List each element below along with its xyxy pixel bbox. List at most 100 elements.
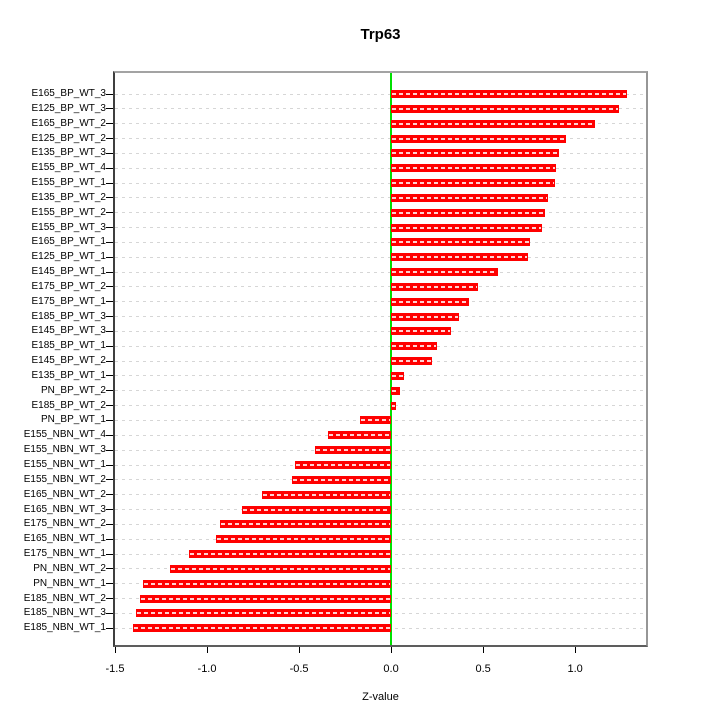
bar-dash-pattern xyxy=(221,523,391,526)
y-axis-tick xyxy=(106,93,113,95)
bar-dash-pattern xyxy=(392,226,541,229)
y-axis-label: E125_BP_WT_2 xyxy=(31,132,107,144)
bar xyxy=(391,223,542,232)
bar xyxy=(314,446,392,455)
y-axis-label: E155_BP_WT_2 xyxy=(31,206,107,218)
gridline xyxy=(115,108,646,110)
bar xyxy=(136,609,392,618)
y-axis-tick xyxy=(106,568,113,570)
y-axis-tick xyxy=(106,167,113,169)
bar xyxy=(133,624,392,633)
bar xyxy=(241,505,392,514)
bar xyxy=(391,90,627,98)
y-axis-tick xyxy=(106,182,113,184)
y-axis-tick xyxy=(106,286,113,288)
y-axis-tick xyxy=(106,271,113,273)
y-axis-tick xyxy=(106,479,113,481)
gridline xyxy=(115,227,646,229)
y-axis-tick xyxy=(106,598,113,600)
y-axis-tick xyxy=(106,256,113,258)
y-axis-label: E165_BP_WT_2 xyxy=(31,117,107,129)
bar xyxy=(391,312,459,321)
gridline xyxy=(115,345,646,347)
x-axis-tick-label: -1.5 xyxy=(105,663,125,675)
y-axis-label: E185_BP_WT_1 xyxy=(31,340,107,352)
y-axis-tick xyxy=(106,449,113,451)
x-axis-title: Z-value xyxy=(362,691,399,703)
y-axis-label: E165_NBN_WT_3 xyxy=(23,503,106,515)
y-axis-label: E155_BP_WT_1 xyxy=(31,177,107,189)
x-axis-tick-label: -1.0 xyxy=(197,663,217,675)
bar-dash-pattern xyxy=(328,434,391,437)
gridline xyxy=(115,93,646,95)
bar xyxy=(295,461,392,469)
bar xyxy=(188,550,392,559)
y-axis-label: E135_BP_WT_1 xyxy=(31,369,107,381)
y-axis-label: E145_BP_WT_3 xyxy=(31,325,107,337)
plot-area xyxy=(113,71,648,647)
bar xyxy=(391,342,438,351)
y-axis-label: E185_NBN_WT_1 xyxy=(23,622,106,634)
bar xyxy=(391,238,531,247)
gridline xyxy=(115,152,646,154)
gridline xyxy=(115,330,646,332)
bar-dash-pattern xyxy=(392,389,400,392)
bar-dash-pattern xyxy=(392,137,565,140)
gridline xyxy=(115,405,646,407)
y-axis-tick xyxy=(106,197,113,199)
y-axis-tick xyxy=(106,509,113,511)
x-axis-tick-label: 1.0 xyxy=(567,663,583,675)
bar-dash-pattern xyxy=(137,612,391,615)
y-axis-tick xyxy=(106,538,113,540)
y-axis-label: E155_NBN_WT_3 xyxy=(23,444,106,456)
bar xyxy=(291,475,392,484)
y-axis-label: E175_BP_WT_2 xyxy=(31,280,107,292)
bar xyxy=(391,179,555,188)
bar-dash-pattern xyxy=(140,597,391,600)
x-axis-tick-label: 0.5 xyxy=(475,663,491,675)
bar xyxy=(391,119,596,128)
gridline xyxy=(115,241,646,243)
y-axis-label: E175_NBN_WT_1 xyxy=(23,548,106,560)
gridline xyxy=(115,182,646,184)
y-axis-tick xyxy=(106,316,113,318)
gridline xyxy=(115,316,646,318)
bar-dash-pattern xyxy=(392,196,547,199)
x-axis-tick xyxy=(114,647,116,653)
bar-dash-pattern xyxy=(292,478,391,481)
y-axis-tick xyxy=(106,464,113,466)
bar-dash-pattern xyxy=(392,345,437,348)
y-axis-label: E155_BP_WT_4 xyxy=(31,162,107,174)
bar-dash-pattern xyxy=(143,582,391,585)
gridline xyxy=(115,375,646,377)
bar xyxy=(391,297,469,306)
y-axis-tick xyxy=(106,419,113,421)
bar-dash-pattern xyxy=(242,508,391,511)
y-axis-tick xyxy=(106,434,113,436)
bar xyxy=(391,357,432,366)
gridline xyxy=(115,301,646,303)
y-axis-tick xyxy=(106,390,113,392)
y-axis-label: E125_BP_WT_3 xyxy=(31,102,107,114)
y-axis-label: E175_NBN_WT_2 xyxy=(23,518,106,530)
gridline xyxy=(115,212,646,214)
chart-title: Trp63 xyxy=(360,26,401,43)
gridline xyxy=(115,286,646,288)
y-axis-tick xyxy=(106,212,113,214)
y-axis-label: PN_BP_WT_1 xyxy=(40,414,106,426)
gridline xyxy=(115,256,646,258)
bar-dash-pattern xyxy=(392,271,497,274)
y-axis-tick xyxy=(106,123,113,125)
y-axis-label: E145_BP_WT_1 xyxy=(31,266,107,278)
y-axis-tick xyxy=(106,227,113,229)
bar-dash-pattern xyxy=(392,256,528,259)
x-axis-tick-label: 0.0 xyxy=(383,663,399,675)
x-axis-tick-label: -0.5 xyxy=(289,663,309,675)
bar xyxy=(391,386,401,395)
bar-dash-pattern xyxy=(360,419,391,422)
y-axis-label: E165_NBN_WT_1 xyxy=(23,533,106,545)
y-axis-tick xyxy=(106,152,113,154)
bar xyxy=(391,253,529,262)
y-axis-tick xyxy=(106,345,113,347)
y-axis-tick xyxy=(106,241,113,243)
